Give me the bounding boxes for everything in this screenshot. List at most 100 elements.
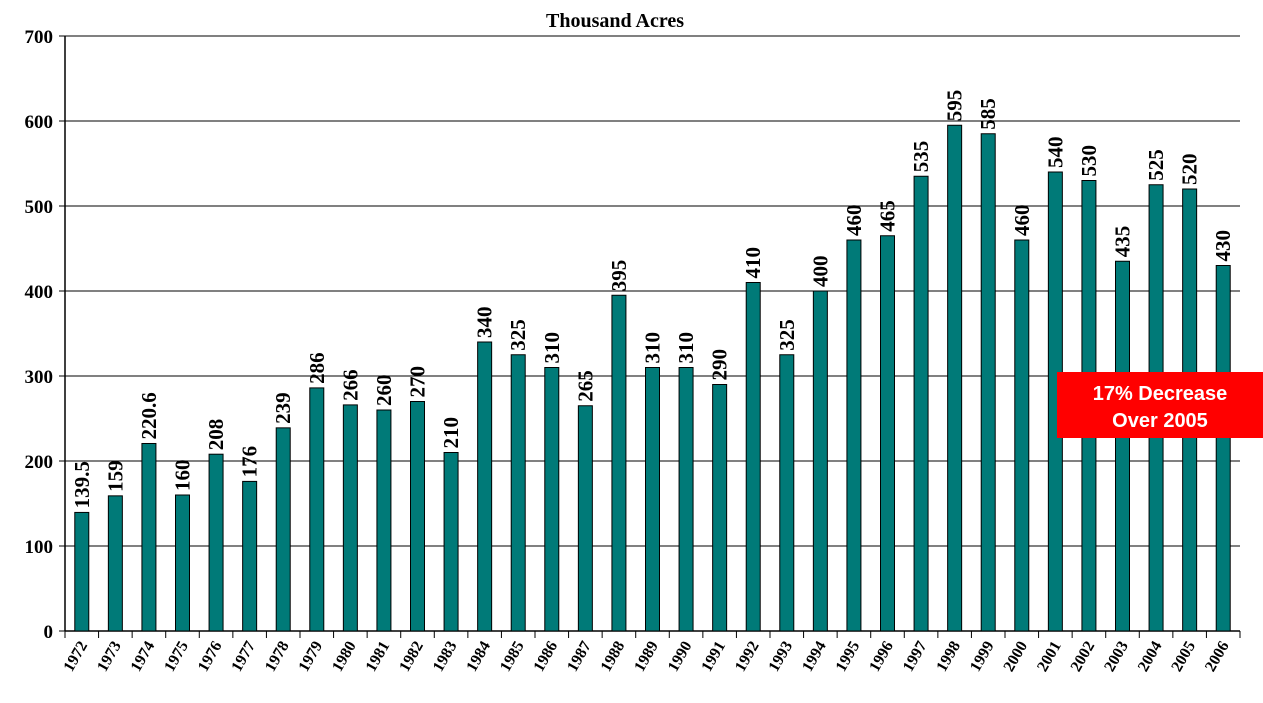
- y-tick-label: 600: [25, 112, 54, 133]
- data-label: 266: [338, 369, 362, 401]
- bar: [947, 124, 963, 632]
- x-tick-label: 1996: [866, 639, 897, 675]
- x-tick-label: 1984: [463, 639, 494, 675]
- bar: [846, 239, 862, 632]
- x-tick-label: 1989: [631, 639, 662, 675]
- data-label: 595: [943, 90, 967, 122]
- x-tick-label: 2006: [1202, 639, 1233, 675]
- x-tick-label: 1990: [665, 639, 696, 675]
- data-label: 585: [976, 98, 1000, 130]
- data-label: 525: [1144, 149, 1168, 181]
- data-label: 290: [708, 349, 732, 381]
- bar: [880, 235, 895, 632]
- annotation-box: [1057, 372, 1263, 438]
- data-label: 535: [909, 141, 933, 173]
- data-label: 286: [305, 352, 329, 384]
- x-tick-label: 1993: [766, 639, 797, 675]
- x-tick-label: 1973: [94, 639, 125, 675]
- bar: [980, 133, 996, 632]
- annotation-text: 17% Decrease: [1093, 383, 1228, 405]
- data-label: 400: [808, 256, 832, 288]
- bar: [477, 341, 493, 632]
- data-label: 325: [506, 319, 530, 351]
- bar: [712, 384, 728, 632]
- bar: [74, 511, 90, 632]
- x-tick-label: 1982: [396, 639, 427, 675]
- bar: [175, 494, 190, 632]
- x-tick-label: 1987: [564, 639, 595, 675]
- data-label: 410: [741, 247, 765, 279]
- bar: [1014, 239, 1030, 632]
- x-tick-label: 1995: [833, 639, 864, 675]
- bar: [309, 387, 325, 632]
- y-tick-label: 200: [25, 452, 54, 473]
- x-tick-label: 2000: [1001, 639, 1032, 675]
- data-label: 395: [607, 260, 631, 292]
- x-tick-label: 1972: [61, 639, 92, 675]
- x-tick-label: 1991: [698, 639, 729, 675]
- x-tick-label: 2005: [1168, 639, 1199, 675]
- data-label: 465: [876, 200, 900, 232]
- y-tick-label: 700: [25, 27, 54, 48]
- bar: [645, 367, 660, 632]
- bar: [678, 367, 694, 632]
- y-tick-label: 100: [25, 537, 54, 558]
- y-tick-label: 500: [25, 197, 54, 218]
- chart-title: Thousand Acres: [546, 10, 684, 32]
- bar: [1215, 265, 1231, 632]
- data-label: 430: [1211, 230, 1235, 262]
- bar: [913, 175, 929, 632]
- data-label: 260: [372, 375, 396, 407]
- y-tick-label: 300: [25, 367, 54, 388]
- bar: [141, 442, 157, 632]
- data-label: 310: [540, 332, 564, 364]
- data-label: 520: [1178, 154, 1202, 186]
- data-label: 325: [775, 319, 799, 351]
- bar: [443, 452, 459, 632]
- data-label: 159: [103, 460, 127, 492]
- x-tick-label: 1977: [228, 639, 259, 675]
- data-label: 460: [842, 205, 866, 237]
- x-tick-label: 1979: [296, 639, 327, 675]
- x-tick-label: 1986: [531, 639, 562, 675]
- data-label: 270: [406, 366, 430, 398]
- x-tick-label: 1985: [497, 639, 528, 675]
- bar: [510, 354, 526, 632]
- x-tick-label: 2004: [1135, 639, 1166, 675]
- bar: [275, 427, 291, 632]
- x-tick-label: 1988: [598, 639, 629, 675]
- x-tick-label: 2003: [1101, 639, 1132, 675]
- data-label: 210: [439, 417, 463, 449]
- x-tick-label: 1983: [430, 639, 461, 675]
- bar: [242, 480, 258, 632]
- data-label: 176: [238, 446, 262, 478]
- x-tick-label: 1980: [329, 639, 360, 675]
- bar: [611, 294, 627, 632]
- x-tick-label: 1978: [262, 639, 293, 675]
- annotation-text: Over 2005: [1112, 410, 1208, 432]
- data-label: 435: [1111, 226, 1135, 258]
- x-tick-label: 1975: [161, 639, 192, 675]
- bar: [342, 404, 358, 632]
- bar: [376, 409, 392, 632]
- bar: [208, 453, 224, 632]
- bar: [812, 290, 828, 632]
- data-label: 265: [573, 370, 597, 402]
- data-label: 220.6: [137, 392, 161, 439]
- x-tick-label: 1997: [900, 639, 931, 675]
- data-label: 310: [641, 332, 665, 364]
- bar: [577, 405, 593, 632]
- x-tick-label: 1974: [128, 639, 159, 675]
- x-tick-label: 1981: [363, 639, 394, 675]
- annotation: 17% Decrease Over 2005: [1057, 372, 1263, 438]
- x-tick-label: 1998: [933, 639, 964, 675]
- data-label: 160: [171, 460, 195, 492]
- data-label: 239: [271, 392, 295, 424]
- data-label: 340: [473, 307, 497, 339]
- bar: [745, 282, 761, 632]
- bar: [779, 354, 795, 632]
- x-tick-label: 2002: [1068, 639, 1099, 675]
- x-tick-label: 2001: [1034, 639, 1065, 675]
- bar: [107, 495, 123, 632]
